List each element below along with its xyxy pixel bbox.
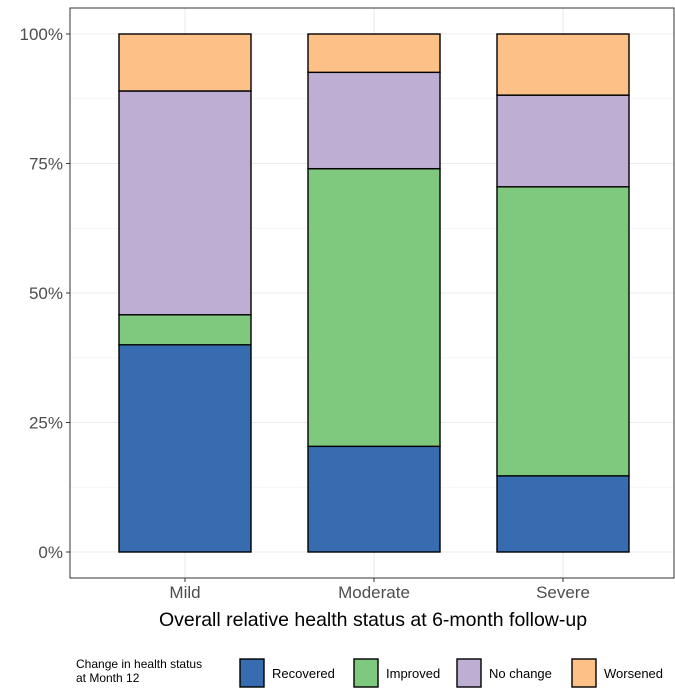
y-tick-label: 25% [29, 414, 63, 433]
bar-segment-worsened-mild [118, 33, 252, 92]
x-tick-label: Moderate [338, 583, 410, 602]
y-tick-label: 75% [29, 155, 63, 174]
y-tick-label: 50% [29, 284, 63, 303]
bar-segment-recovered-moderate [307, 445, 441, 553]
x-axis-title: Overall relative health status at 6-mont… [159, 609, 587, 631]
legend-label: Improved [386, 666, 440, 681]
legend-items: Recovered Improved No change Worsened [239, 658, 663, 688]
legend-title-line-1: Change in health status [76, 657, 202, 671]
x-tick-label: Severe [536, 583, 590, 602]
bar-segment-worsened-severe [496, 33, 630, 96]
bar-segment-recovered-severe [496, 475, 630, 553]
y-axis: 0% 25% 50% 75% 100% [20, 25, 70, 562]
bar-segment-improved-mild [118, 314, 252, 346]
bars-layer [118, 33, 630, 553]
y-tick-label: 100% [20, 25, 63, 44]
bar-segment-recovered-mild [118, 344, 252, 553]
bar-segment-no-change-moderate [307, 71, 441, 170]
legend-label: Recovered [272, 666, 335, 681]
legend-swatch [239, 658, 265, 688]
legend-label: No change [489, 666, 552, 681]
bar-segment-no-change-mild [118, 90, 252, 316]
bar-segment-no-change-severe [496, 94, 630, 188]
legend-swatch [571, 658, 597, 688]
bar-segment-improved-severe [496, 186, 630, 477]
legend-swatch [353, 658, 379, 688]
legend: Change in health status at Month 12 Reco… [76, 657, 663, 688]
x-axis: Mild Moderate Severe [169, 578, 590, 602]
y-tick-label: 0% [38, 543, 63, 562]
x-tick-label: Mild [169, 583, 200, 602]
legend-title-line-2: at Month 12 [76, 671, 140, 685]
bar-segment-improved-moderate [307, 167, 441, 448]
legend-label: Worsened [604, 666, 663, 681]
bar-segment-worsened-moderate [307, 33, 441, 74]
legend-swatch [456, 658, 482, 688]
